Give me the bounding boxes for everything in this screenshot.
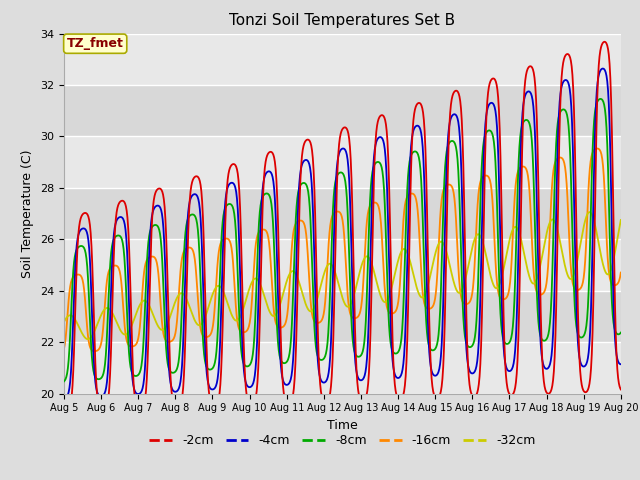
Bar xyxy=(64,188,621,240)
Bar xyxy=(64,240,621,291)
Legend: -2cm, -4cm, -8cm, -16cm, -32cm: -2cm, -4cm, -8cm, -16cm, -32cm xyxy=(145,429,540,452)
Text: TZ_fmet: TZ_fmet xyxy=(67,37,124,50)
Bar xyxy=(64,342,621,394)
Bar xyxy=(64,291,621,342)
X-axis label: Time: Time xyxy=(327,419,358,432)
Bar xyxy=(64,136,621,188)
Title: Tonzi Soil Temperatures Set B: Tonzi Soil Temperatures Set B xyxy=(229,13,456,28)
Bar xyxy=(64,34,621,85)
Bar xyxy=(64,85,621,136)
Y-axis label: Soil Temperature (C): Soil Temperature (C) xyxy=(22,149,35,278)
